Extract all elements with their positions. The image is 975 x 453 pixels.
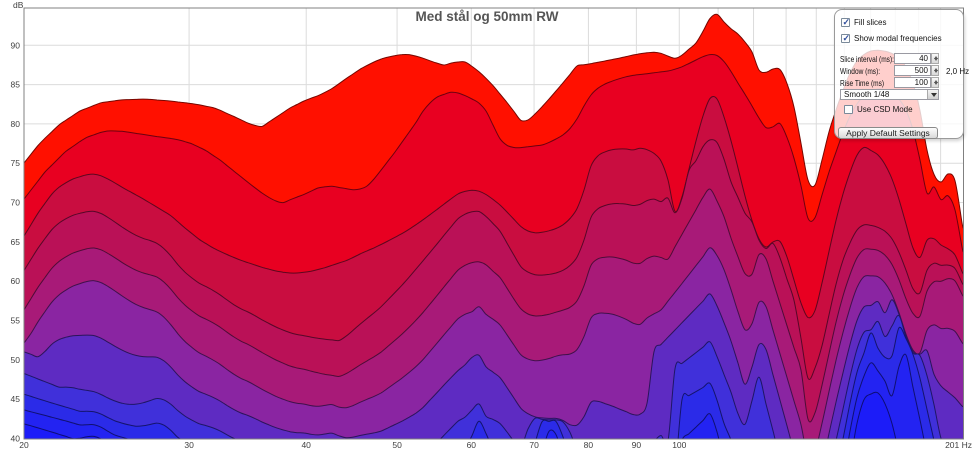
svg-text:80: 80 <box>11 119 21 129</box>
svg-text:70: 70 <box>11 198 21 208</box>
svg-text:60: 60 <box>11 276 21 286</box>
svg-text:70: 70 <box>529 440 539 450</box>
svg-text:90: 90 <box>11 40 21 50</box>
svg-text:40: 40 <box>301 440 311 450</box>
svg-text:40: 40 <box>11 433 21 443</box>
svg-text:80: 80 <box>584 440 594 450</box>
svg-text:Med stål og 50mm RW: Med stål og 50mm RW <box>415 9 558 24</box>
svg-text:100: 100 <box>672 440 686 450</box>
svg-text:dB: dB <box>13 0 24 10</box>
svg-text:201 Hz: 201 Hz <box>945 440 972 450</box>
svg-text:45: 45 <box>11 394 21 404</box>
svg-text:90: 90 <box>632 440 642 450</box>
svg-text:30: 30 <box>184 440 194 450</box>
svg-text:85: 85 <box>11 80 21 90</box>
svg-text:55: 55 <box>11 316 21 326</box>
svg-text:65: 65 <box>11 237 21 247</box>
svg-text:50: 50 <box>392 440 402 450</box>
svg-text:20: 20 <box>19 440 29 450</box>
svg-text:60: 60 <box>467 440 477 450</box>
svg-text:75: 75 <box>11 158 21 168</box>
svg-text:50: 50 <box>11 355 21 365</box>
